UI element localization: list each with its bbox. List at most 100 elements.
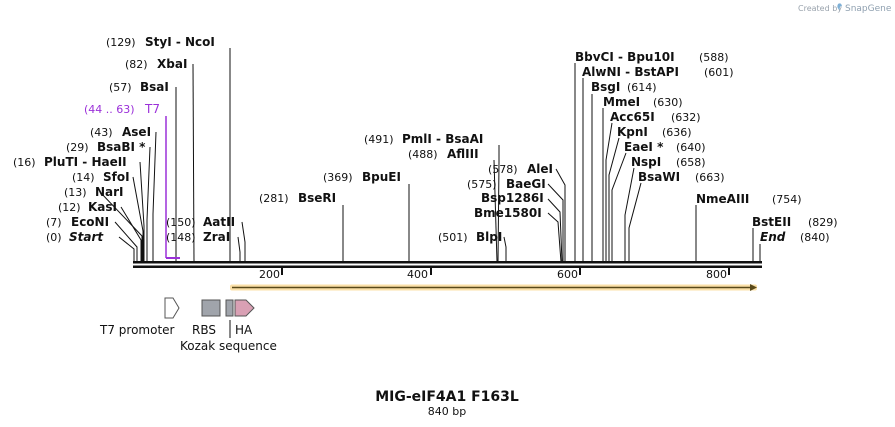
- leader-bme1580i: [547, 212, 562, 263]
- pos-alei: (578): [488, 163, 518, 176]
- tick-label-600: 600: [557, 268, 578, 281]
- leader-aatii: [241, 221, 246, 262]
- ha-arrow-icon: [234, 299, 255, 317]
- label-kasi[interactable]: KasI: [88, 200, 117, 214]
- leader-bsabi: [146, 146, 151, 262]
- label-asei[interactable]: AseI: [122, 125, 151, 139]
- label-bsgi[interactable]: BsgI: [591, 80, 620, 94]
- pos-start: (0): [46, 231, 62, 244]
- ruler: 200 400 600 800: [259, 268, 730, 281]
- orf-arrow[interactable]: [230, 284, 757, 291]
- cut-site-labels: (0) Start (7) EcoNI (12) KasI (13) NarI …: [13, 35, 838, 244]
- label-bme1580i[interactable]: Bme1580I: [474, 206, 542, 220]
- label-blpi[interactable]: BlpI: [476, 230, 502, 244]
- construct-length: 840 bp: [428, 405, 466, 418]
- pos-acc65i: (632): [671, 111, 701, 124]
- label-bpuei[interactable]: BpuEI: [362, 170, 401, 184]
- t7-primer-marker[interactable]: [165, 116, 180, 259]
- label-nspi[interactable]: NspI: [631, 155, 661, 169]
- label-bsp1286i[interactable]: Bsp1286I: [481, 191, 544, 205]
- pos-styi: (129): [106, 36, 136, 49]
- label-start[interactable]: Start: [69, 230, 104, 244]
- label-kpni[interactable]: KpnI: [617, 125, 648, 139]
- pos-bsabi: (29): [66, 141, 89, 154]
- pos-econi: (7): [46, 216, 62, 229]
- pos-pluti: (16): [13, 156, 36, 169]
- kozak-feature[interactable]: Kozak sequence: [180, 299, 277, 353]
- leader-nspi: [624, 167, 635, 262]
- leader-eaei: [611, 152, 627, 262]
- pos-nmeaiii: (754): [772, 193, 802, 206]
- pos-alwni: (601): [704, 66, 734, 79]
- pos-bpuei: (369): [323, 171, 353, 184]
- label-aatii[interactable]: AatII: [203, 215, 235, 229]
- pos-end: (840): [800, 231, 830, 244]
- leader-alei: [555, 168, 566, 262]
- label-pmli[interactable]: PmlI - BsaAI: [402, 132, 483, 146]
- label-styi[interactable]: StyI - NcoI: [145, 35, 215, 49]
- leader-bsp1286i: [547, 198, 563, 263]
- credit-prefix: Created by: [798, 4, 842, 13]
- pos-pmli: (491): [364, 133, 394, 146]
- label-sfoi[interactable]: SfoI: [103, 170, 130, 184]
- label-afliii[interactable]: AflIII: [447, 147, 479, 161]
- kozak-box: [225, 299, 234, 317]
- ha-feature[interactable]: HA: [234, 299, 255, 337]
- pos-bsai: (57): [109, 81, 132, 94]
- label-bseri[interactable]: BseRI: [298, 191, 336, 205]
- label-bsabi[interactable]: BsaBI *: [97, 140, 146, 154]
- rbs-box: [201, 299, 221, 317]
- label-bbvci[interactable]: BbvCI - Bpu10I: [575, 50, 675, 64]
- pos-bsawi: (663): [695, 171, 725, 184]
- snapgene-credit[interactable]: Created by SnapGene: [798, 3, 892, 14]
- leader-kasi: [120, 206, 142, 262]
- pos-sfoi: (14): [72, 171, 95, 184]
- pos-baegi: (575): [467, 178, 497, 191]
- leader-baegi: [547, 183, 564, 262]
- label-baegi[interactable]: BaeGI: [506, 177, 546, 191]
- label-econi[interactable]: EcoNI: [71, 215, 109, 229]
- leader-start: [118, 236, 135, 262]
- label-nmeaiii[interactable]: NmeAIII: [696, 192, 749, 206]
- pos-kpni: (636): [662, 126, 692, 139]
- pos-nari: (13): [64, 186, 87, 199]
- pos-asei: (43): [90, 126, 113, 139]
- pos-zrai: (148): [166, 231, 196, 244]
- t7-promoter-feature[interactable]: T7 promoter: [99, 297, 180, 337]
- label-acc65i[interactable]: Acc65I: [610, 110, 655, 124]
- label-t7[interactable]: T7: [144, 102, 160, 116]
- t7-promoter-arrow-icon: [164, 297, 180, 319]
- construct-title: MIG-eIF4A1 F163L: [375, 389, 519, 405]
- label-bsteii[interactable]: BstEII: [752, 215, 791, 229]
- label-alwni[interactable]: AlwNI - BstAPI: [582, 65, 679, 79]
- label-bsai[interactable]: BsaI: [140, 80, 169, 94]
- label-pluti[interactable]: PluTI - HaeII: [44, 155, 127, 169]
- leader-nari: [99, 191, 143, 262]
- pos-bsgi: (614): [627, 81, 657, 94]
- label-zrai[interactable]: ZraI: [203, 230, 230, 244]
- tick-label-400: 400: [407, 268, 428, 281]
- label-xbai[interactable]: XbaI: [157, 57, 187, 71]
- leader-acc65i: [605, 122, 613, 262]
- leader-pmli: [497, 145, 500, 263]
- pos-bsteii: (829): [808, 216, 838, 229]
- label-bsawi[interactable]: BsaWI: [638, 170, 680, 184]
- label-eaei[interactable]: EaeI *: [624, 140, 664, 154]
- t7-promoter-label: T7 promoter: [99, 323, 175, 337]
- leader-afliii: [493, 159, 498, 263]
- pos-mmei: (630): [653, 96, 683, 109]
- pos-blpi: (501): [438, 231, 468, 244]
- leader-sfoi: [132, 176, 144, 262]
- pos-afliii: (488): [408, 148, 438, 161]
- tick-label-200: 200: [259, 268, 280, 281]
- label-end[interactable]: End: [760, 230, 786, 244]
- label-alei[interactable]: AleI: [527, 162, 553, 176]
- label-mmei[interactable]: MmeI: [603, 95, 640, 109]
- snapgene-logo-icon: [837, 3, 842, 11]
- leader-blpi: [503, 236, 507, 262]
- rbs-feature[interactable]: RBS: [192, 299, 221, 337]
- pos-eaei: (640): [676, 141, 706, 154]
- label-nari[interactable]: NarI: [95, 185, 124, 199]
- leader-bsawi: [628, 182, 642, 262]
